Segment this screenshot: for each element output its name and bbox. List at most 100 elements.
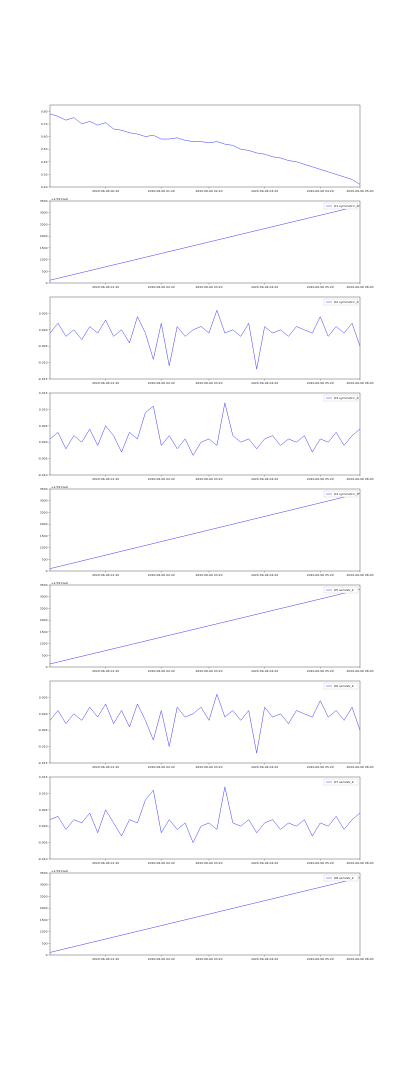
y-tick-label: 500 bbox=[42, 557, 48, 561]
x-tick-label: 2020-06-06 01:20 bbox=[92, 669, 119, 673]
y-tick-label: 1500 bbox=[40, 918, 48, 922]
y-tick-label: 3500 bbox=[40, 487, 48, 491]
y-tick-label: 2500 bbox=[40, 510, 48, 514]
y-tick-label: 0 bbox=[46, 281, 48, 285]
x-tick-label: 2020-06-06 02:20 bbox=[148, 861, 175, 865]
plot-frame bbox=[49, 680, 361, 764]
x-tick-label: 2020-06-06 05:20 bbox=[307, 669, 334, 673]
offset-annotation: +1.5911e9 bbox=[51, 197, 68, 201]
x-tick-label: 2020-06-06 05:20 bbox=[307, 957, 334, 961]
y-tick-label: 0.000 bbox=[39, 328, 48, 332]
legend-box bbox=[323, 490, 359, 498]
series-line bbox=[49, 309, 361, 370]
y-tick-label: 0.010 bbox=[39, 791, 48, 795]
legend-box bbox=[323, 202, 359, 210]
y-tick-label: 0.015 bbox=[39, 391, 48, 395]
x-tick-label: 2020-06-06 03:20 bbox=[195, 861, 222, 865]
x-tick-label: 2020-06-06 03:20 bbox=[195, 765, 222, 769]
x-tick-label: 2020-06-06 03:20 bbox=[195, 381, 222, 385]
x-tick-label: 2020-06-06 05:20 bbox=[307, 381, 334, 385]
x-tick-label: 2020-06-06 04:20 bbox=[251, 381, 278, 385]
x-tick-label: 2020-06-06 02:20 bbox=[148, 765, 175, 769]
y-tick-label: 0 bbox=[46, 953, 48, 957]
x-tick-label: 2020-06-06 01:20 bbox=[92, 765, 119, 769]
y-tick-label: 1000 bbox=[40, 258, 48, 262]
x-tick-label: 2020-06-06 04:20 bbox=[307, 189, 334, 193]
series-line bbox=[49, 492, 361, 569]
y-tick-label: 0.000 bbox=[39, 824, 48, 828]
x-tick-label: 2020-06-06 04:20 bbox=[251, 285, 278, 289]
legend-label: D7 asm/ab_b bbox=[334, 780, 354, 784]
series-line bbox=[49, 786, 361, 844]
y-tick-label: 0.60 bbox=[41, 135, 48, 139]
x-tick-label: 2020-06-06 03:20 bbox=[195, 285, 222, 289]
plot-frame bbox=[49, 104, 361, 188]
y-tick-label: 0.70 bbox=[41, 122, 48, 126]
x-tick-label: 2020-06-06 03:20 bbox=[251, 189, 278, 193]
y-tick-label: -0.010 bbox=[38, 473, 48, 477]
y-tick-label: 0.50 bbox=[41, 147, 48, 151]
series-line bbox=[49, 589, 361, 665]
legend-box bbox=[323, 874, 359, 882]
x-tick-label: 2020-06-06 02:20 bbox=[148, 285, 175, 289]
y-tick-label: 3500 bbox=[40, 583, 48, 587]
x-tick-label: 2020-06-06 00:20 bbox=[92, 189, 119, 193]
y-tick-label: 0.010 bbox=[39, 407, 48, 411]
x-tick-label: 2020-06-06 04:20 bbox=[251, 477, 278, 481]
y-tick-label: 2000 bbox=[40, 618, 48, 622]
x-tick-label: 2020-06-06 04:20 bbox=[251, 765, 278, 769]
x-tick-label: 2020-06-06 02:20 bbox=[195, 189, 222, 193]
x-tick-label: 2020-06-06 02:20 bbox=[148, 477, 175, 481]
y-tick-label: 0.005 bbox=[39, 808, 48, 812]
y-tick-label: 500 bbox=[42, 653, 48, 657]
y-tick-label: 3000 bbox=[40, 883, 48, 887]
legend-box bbox=[323, 298, 359, 306]
y-tick-label: -0.005 bbox=[38, 841, 48, 845]
y-tick-label: 2000 bbox=[40, 522, 48, 526]
y-tick-label: -0.005 bbox=[38, 344, 48, 348]
x-tick-label: 2020-06-06 05:20 bbox=[307, 477, 334, 481]
x-tick-label: 2020-06-06 03:20 bbox=[195, 573, 222, 577]
legend-label: D6 asm/ab_b bbox=[334, 684, 354, 688]
legend-box bbox=[323, 778, 359, 786]
x-tick-label: 2020-06-06 04:20 bbox=[251, 669, 278, 673]
x-tick-label: 2020-06-06 05:20 bbox=[307, 861, 334, 865]
y-tick-label: 2500 bbox=[40, 222, 48, 226]
legend-label: D4 symmetric_b bbox=[334, 492, 359, 496]
x-tick-label: 2020-06-06 02:20 bbox=[148, 669, 175, 673]
y-tick-label: 0.40 bbox=[41, 160, 48, 164]
y-tick-label: 0 bbox=[46, 665, 48, 669]
x-tick-label: 2020-06-06 03:20 bbox=[195, 957, 222, 961]
y-tick-label: 3000 bbox=[40, 595, 48, 599]
x-tick-label: 2020-06-06 02:20 bbox=[148, 573, 175, 577]
legend-label: D3 symmetric_b bbox=[334, 396, 359, 400]
y-tick-label: -0.015 bbox=[38, 377, 48, 381]
y-tick-label: 0.015 bbox=[39, 775, 48, 779]
x-tick-label: 2020-06-06 01:20 bbox=[92, 957, 119, 961]
plot-frame bbox=[49, 776, 361, 860]
y-tick-label: 1500 bbox=[40, 534, 48, 538]
y-tick-label: 0.000 bbox=[39, 440, 48, 444]
x-tick-label: 2020-06-06 01:20 bbox=[148, 189, 175, 193]
series-line bbox=[49, 205, 361, 281]
y-tick-label: 1000 bbox=[40, 642, 48, 646]
offset-annotation: +1.5911e9 bbox=[51, 581, 68, 585]
x-tick-label: 2020-06-06 05:20 bbox=[307, 573, 334, 577]
series-line bbox=[49, 877, 361, 953]
y-tick-label: 3000 bbox=[40, 499, 48, 503]
y-tick-label: 2500 bbox=[40, 606, 48, 610]
x-tick-label: 2020-06-06 05:20 bbox=[307, 285, 334, 289]
x-tick-label: 2020-06-06 01:20 bbox=[92, 285, 119, 289]
y-tick-label: 0.005 bbox=[39, 695, 48, 699]
y-tick-label: -0.005 bbox=[38, 457, 48, 461]
series-line bbox=[49, 402, 361, 456]
offset-annotation: +1.5911e9 bbox=[51, 869, 68, 873]
x-tick-label: 2020-06-06 04:20 bbox=[251, 957, 278, 961]
legend-box bbox=[323, 586, 359, 594]
y-tick-label: 2000 bbox=[40, 234, 48, 238]
y-tick-label: 2000 bbox=[40, 906, 48, 910]
y-tick-label: -0.010 bbox=[38, 745, 48, 749]
x-tick-label: 2020-06-06 06:00 bbox=[346, 381, 373, 385]
